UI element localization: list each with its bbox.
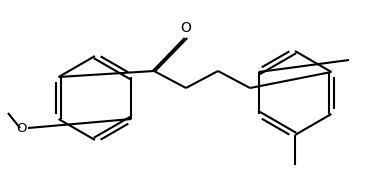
Text: O: O [180,21,191,35]
Text: O: O [17,122,27,136]
